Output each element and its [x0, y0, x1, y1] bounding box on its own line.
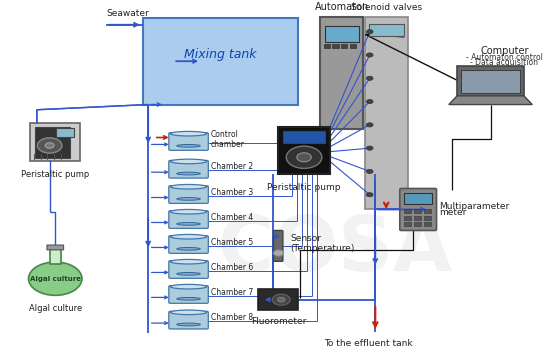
Circle shape	[367, 29, 373, 34]
FancyBboxPatch shape	[404, 209, 411, 213]
FancyBboxPatch shape	[169, 261, 208, 278]
Circle shape	[37, 138, 62, 153]
Text: Computer: Computer	[480, 46, 528, 56]
Ellipse shape	[177, 144, 200, 147]
FancyBboxPatch shape	[273, 230, 283, 261]
FancyBboxPatch shape	[258, 289, 299, 310]
Text: Control
chamber: Control chamber	[211, 130, 245, 149]
FancyBboxPatch shape	[169, 286, 208, 303]
FancyBboxPatch shape	[320, 17, 363, 129]
FancyBboxPatch shape	[143, 18, 299, 104]
Ellipse shape	[177, 197, 200, 200]
FancyBboxPatch shape	[50, 248, 61, 264]
Text: Peristaltic pump: Peristaltic pump	[267, 182, 341, 192]
FancyBboxPatch shape	[56, 128, 74, 137]
Circle shape	[286, 146, 322, 168]
FancyBboxPatch shape	[414, 222, 421, 226]
Ellipse shape	[170, 131, 206, 136]
Text: Peristaltic pump: Peristaltic pump	[21, 170, 89, 179]
Text: Algal culture: Algal culture	[30, 276, 81, 282]
Ellipse shape	[170, 185, 206, 189]
FancyBboxPatch shape	[424, 222, 431, 226]
Text: Chamber 6: Chamber 6	[211, 263, 253, 272]
Text: Multiparameter: Multiparameter	[439, 202, 509, 211]
Circle shape	[367, 53, 373, 57]
FancyBboxPatch shape	[278, 127, 330, 174]
Circle shape	[367, 76, 373, 80]
Polygon shape	[449, 96, 532, 104]
Text: pH:C: pH:C	[408, 199, 420, 204]
FancyBboxPatch shape	[404, 222, 411, 226]
Text: Chamber 5: Chamber 5	[211, 238, 253, 247]
Ellipse shape	[170, 209, 206, 214]
Circle shape	[367, 193, 373, 197]
FancyBboxPatch shape	[400, 189, 436, 230]
Circle shape	[297, 153, 311, 162]
FancyBboxPatch shape	[414, 215, 421, 220]
Circle shape	[367, 123, 373, 127]
Ellipse shape	[170, 159, 206, 164]
FancyBboxPatch shape	[283, 131, 325, 143]
FancyBboxPatch shape	[169, 311, 208, 329]
FancyBboxPatch shape	[325, 26, 359, 43]
Ellipse shape	[170, 260, 206, 264]
FancyBboxPatch shape	[456, 66, 525, 96]
Circle shape	[277, 297, 285, 302]
FancyBboxPatch shape	[404, 193, 432, 204]
Text: Solenoid valves: Solenoid valves	[350, 2, 422, 12]
Ellipse shape	[177, 223, 200, 225]
Ellipse shape	[177, 247, 200, 250]
Text: Chamber 8: Chamber 8	[211, 313, 253, 322]
Text: Chamber 7: Chamber 7	[211, 288, 253, 297]
Text: Chamber 3: Chamber 3	[211, 188, 253, 197]
Text: - Automaton control: - Automaton control	[466, 53, 543, 62]
Ellipse shape	[177, 273, 200, 275]
Text: Chamber 2: Chamber 2	[211, 163, 253, 171]
Text: Mixing tank: Mixing tank	[184, 48, 257, 61]
Text: Seawater: Seawater	[107, 9, 149, 18]
Text: T:C: T:C	[408, 196, 416, 201]
FancyBboxPatch shape	[341, 44, 348, 48]
FancyBboxPatch shape	[461, 70, 520, 93]
Text: - Data acquisition: - Data acquisition	[470, 58, 538, 67]
Text: Sensor
(Temperature): Sensor (Temperature)	[290, 234, 354, 253]
FancyBboxPatch shape	[414, 209, 421, 213]
FancyBboxPatch shape	[169, 211, 208, 228]
FancyBboxPatch shape	[35, 127, 70, 158]
FancyBboxPatch shape	[424, 215, 431, 220]
FancyBboxPatch shape	[333, 44, 339, 48]
FancyBboxPatch shape	[169, 236, 208, 253]
Circle shape	[272, 294, 290, 305]
Ellipse shape	[170, 310, 206, 315]
FancyBboxPatch shape	[350, 44, 357, 48]
FancyBboxPatch shape	[365, 17, 407, 209]
Text: Chamber 4: Chamber 4	[211, 213, 253, 222]
Ellipse shape	[170, 284, 206, 289]
Text: Fluorometer: Fluorometer	[251, 317, 306, 326]
FancyBboxPatch shape	[47, 245, 64, 250]
Ellipse shape	[177, 172, 200, 175]
FancyBboxPatch shape	[404, 215, 411, 220]
Text: meter: meter	[439, 208, 466, 218]
FancyBboxPatch shape	[369, 24, 403, 36]
FancyBboxPatch shape	[424, 209, 431, 213]
Circle shape	[28, 262, 82, 295]
Text: Algal culture: Algal culture	[28, 304, 82, 313]
FancyBboxPatch shape	[169, 160, 208, 178]
Circle shape	[367, 146, 373, 150]
FancyBboxPatch shape	[169, 133, 208, 150]
Circle shape	[367, 99, 373, 104]
FancyBboxPatch shape	[169, 186, 208, 203]
FancyBboxPatch shape	[324, 44, 330, 48]
Ellipse shape	[170, 234, 206, 239]
Text: To the effluent tank: To the effluent tank	[324, 339, 412, 348]
Circle shape	[367, 169, 373, 174]
Text: Automaton: Automaton	[315, 1, 369, 12]
Ellipse shape	[177, 323, 200, 326]
Text: COSA: COSA	[217, 213, 452, 287]
Ellipse shape	[177, 297, 200, 300]
FancyBboxPatch shape	[30, 123, 80, 161]
Circle shape	[273, 250, 283, 256]
Circle shape	[45, 143, 54, 148]
